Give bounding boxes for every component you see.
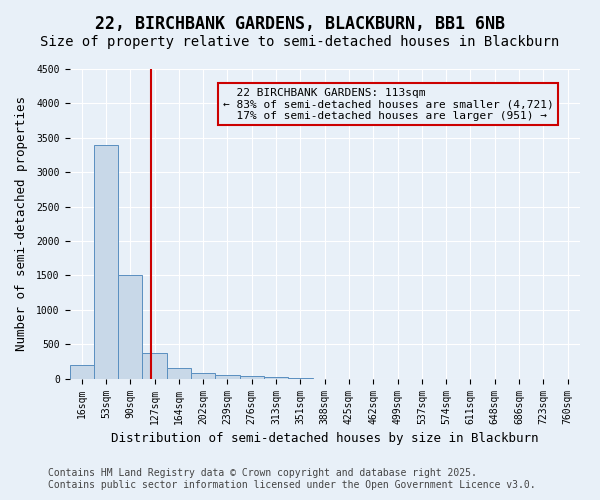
Bar [239,376,264,378]
Bar [191,372,215,378]
Text: Size of property relative to semi-detached houses in Blackburn: Size of property relative to semi-detach… [40,35,560,49]
Text: 22, BIRCHBANK GARDENS, BLACKBURN, BB1 6NB: 22, BIRCHBANK GARDENS, BLACKBURN, BB1 6N… [95,15,505,33]
Y-axis label: Number of semi-detached properties: Number of semi-detached properties [15,96,28,352]
Text: 22 BIRCHBANK GARDENS: 113sqm
← 83% of semi-detached houses are smaller (4,721)
 : 22 BIRCHBANK GARDENS: 113sqm ← 83% of se… [223,88,553,121]
Bar [142,353,167,378]
X-axis label: Distribution of semi-detached houses by size in Blackburn: Distribution of semi-detached houses by … [111,432,538,445]
Bar [167,368,191,378]
Bar [94,144,118,378]
Text: Contains HM Land Registry data © Crown copyright and database right 2025.
Contai: Contains HM Land Registry data © Crown c… [48,468,536,490]
Bar [215,374,239,378]
Bar [118,276,142,378]
Bar [70,365,94,378]
